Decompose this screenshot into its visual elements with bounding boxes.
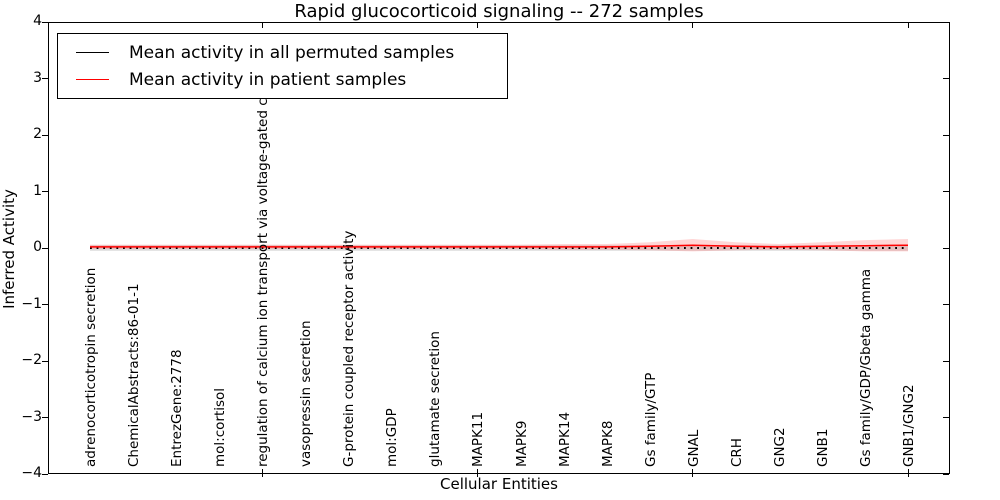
legend-line-patient-icon	[76, 79, 109, 80]
y-tick-left	[42, 191, 48, 192]
x-tick-label: CRH	[728, 438, 745, 467]
y-tick-left	[42, 78, 48, 79]
legend-label-permuted: Mean activity in all permuted samples	[129, 42, 455, 63]
x-tick-label: EntrezGene:2778	[169, 349, 186, 467]
y-tick-left	[42, 304, 48, 305]
x-tick-label: MAPK11	[470, 411, 487, 467]
x-tick-bottom	[692, 469, 694, 477]
x-tick-top	[692, 23, 694, 28]
y-tick-label: 1	[33, 182, 42, 199]
y-tick-left	[42, 417, 48, 418]
y-tick-label: −3	[21, 408, 42, 425]
y-tick-right	[943, 78, 949, 79]
x-tick-label: MAPK8	[599, 420, 616, 467]
y-tick-right	[943, 304, 949, 305]
x-tick-top	[261, 23, 263, 28]
y-tick-right	[943, 417, 949, 418]
x-tick-top	[476, 23, 478, 28]
x-tick-top	[907, 23, 909, 28]
y-tick-left	[42, 21, 48, 23]
y-tick-right	[943, 21, 949, 23]
patient-mean-line	[90, 244, 909, 248]
x-tick-label: GNB1/GNG2	[901, 384, 917, 467]
x-tick-bottom	[261, 469, 263, 477]
x-tick-label: GNG2	[771, 427, 788, 467]
x-tick-bottom	[907, 469, 909, 477]
x-tick-label: GNB1	[814, 428, 831, 467]
x-tick-label: mol:cortisol	[212, 387, 229, 467]
y-tick-label: 2	[33, 126, 42, 142]
y-tick-label: −1	[21, 295, 42, 312]
y-tick-left	[42, 473, 48, 475]
y-tick-label: 4	[33, 13, 42, 29]
x-tick-label: ChemicalAbstracts:86-01-1	[126, 283, 143, 467]
x-tick-label: adrenocorticotropin secretion	[83, 267, 99, 467]
y-tick-right	[943, 247, 949, 249]
x-tick-label: MAPK9	[513, 420, 530, 467]
y-tick-right	[943, 360, 949, 362]
y-tick-right	[943, 191, 949, 192]
plot-area	[48, 22, 950, 474]
x-tick-label: Gs family/GTP	[642, 372, 659, 467]
legend-label-patient: Mean activity in patient samples	[129, 69, 407, 90]
x-tick-label: GNAL	[685, 429, 702, 467]
y-tick-label: −2	[21, 352, 42, 368]
x-tick-label: mol:GDP	[384, 408, 401, 467]
patient-band	[90, 239, 908, 252]
y-tick-right	[943, 134, 949, 136]
y-tick-right	[943, 473, 949, 475]
x-tick-label: Gs family/GDP/Gbeta gamma	[857, 268, 874, 467]
legend-entry-permuted: Mean activity in all permuted samples	[76, 43, 507, 63]
legend-line-permuted-icon	[76, 52, 109, 53]
y-tick-label: −4	[21, 465, 42, 481]
y-tick-label: 3	[33, 69, 42, 86]
legend-box: Mean activity in all permuted samples Me…	[57, 33, 508, 99]
x-tick-bottom	[476, 469, 478, 477]
x-tick-label: G-protein coupled receptor activity	[341, 230, 358, 467]
y-tick-left	[42, 134, 48, 136]
y-tick-left	[42, 360, 48, 362]
x-axis-label: Cellular Entities	[440, 475, 558, 493]
chart-title: Rapid glucocorticoid signaling -- 272 sa…	[294, 1, 704, 22]
x-tick-label: vasopressin secretion	[298, 320, 315, 467]
x-tick-label: MAPK14	[556, 411, 573, 467]
x-tick-label: regulation of calcium ion transport via …	[255, 52, 272, 467]
legend-entry-patient: Mean activity in patient samples	[76, 70, 507, 90]
chart-canvas	[90, 239, 909, 252]
y-tick-label: 0	[33, 239, 42, 255]
y-tick-left	[42, 247, 48, 249]
x-tick-label: glutamate secretion	[427, 331, 444, 467]
